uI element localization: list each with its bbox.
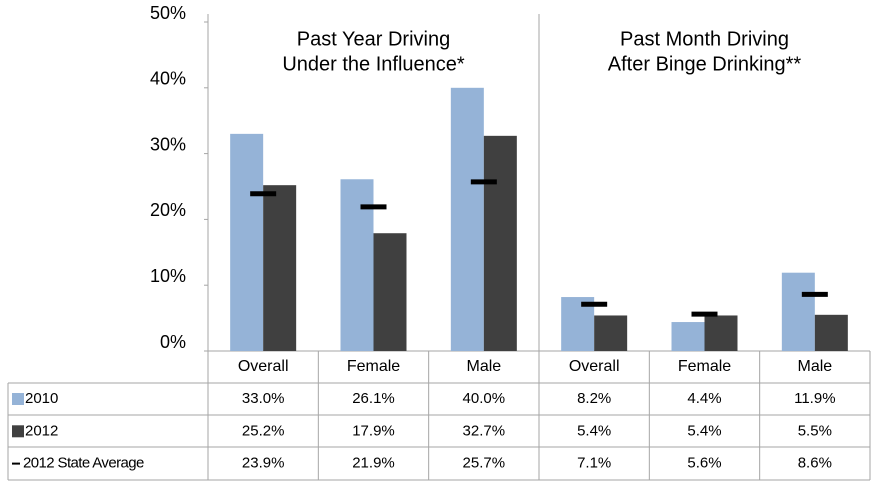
group-title: Past Year Driving xyxy=(297,28,450,50)
x-tick-label: Overall xyxy=(238,358,289,375)
x-tick-label: Male xyxy=(466,358,501,375)
y-tick-label: 50% xyxy=(150,3,186,23)
legend-swatch xyxy=(12,425,24,438)
x-tick-label: Female xyxy=(678,358,731,375)
table-value: 26.1% xyxy=(352,390,395,407)
table-value: 4.4% xyxy=(687,390,721,407)
bar xyxy=(373,233,407,351)
table-value: 25.7% xyxy=(463,455,506,472)
table-value: 23.9% xyxy=(242,455,285,472)
group-title: After Binge Drinking** xyxy=(608,53,802,75)
table-value: 5.6% xyxy=(687,455,721,472)
table-value: 5.4% xyxy=(687,422,721,439)
x-tick-label: Female xyxy=(347,358,400,375)
bar xyxy=(594,315,628,351)
legend-swatch xyxy=(12,393,24,405)
table-value: 7.1% xyxy=(577,455,611,472)
bar xyxy=(704,315,738,351)
group-title: Under the Influence* xyxy=(282,53,465,75)
group-title: Past Month Driving xyxy=(620,28,789,50)
y-tick-label: 30% xyxy=(150,134,186,154)
table-value: 5.5% xyxy=(798,422,832,439)
table-value: 8.6% xyxy=(798,455,832,472)
y-tick-label: 40% xyxy=(150,69,186,89)
table-value: 21.9% xyxy=(352,455,395,472)
table-value: 8.2% xyxy=(577,390,611,407)
table-value: 17.9% xyxy=(352,422,395,439)
table-value: 40.0% xyxy=(463,390,506,407)
table-value: 5.4% xyxy=(577,422,611,439)
y-tick-label: 0% xyxy=(160,332,186,352)
bar xyxy=(450,87,484,352)
y-tick-label: 20% xyxy=(150,200,186,220)
x-tick-label: Male xyxy=(797,358,832,375)
bar xyxy=(781,272,815,351)
y-tick-label: 10% xyxy=(150,266,186,286)
table-value: 11.9% xyxy=(794,390,835,407)
legend-label: 2010 xyxy=(25,390,58,407)
bar xyxy=(263,185,297,351)
bar xyxy=(230,133,264,351)
bar xyxy=(483,135,517,351)
table-value: 25.2% xyxy=(242,422,285,439)
table-value: 32.7% xyxy=(463,422,506,439)
legend-label: 2012 State Average xyxy=(23,455,144,472)
bar xyxy=(671,322,705,351)
legend-label: 2012 xyxy=(25,422,58,439)
table-value: 33.0% xyxy=(242,390,285,407)
x-tick-label: Overall xyxy=(569,358,620,375)
bar xyxy=(814,314,848,351)
